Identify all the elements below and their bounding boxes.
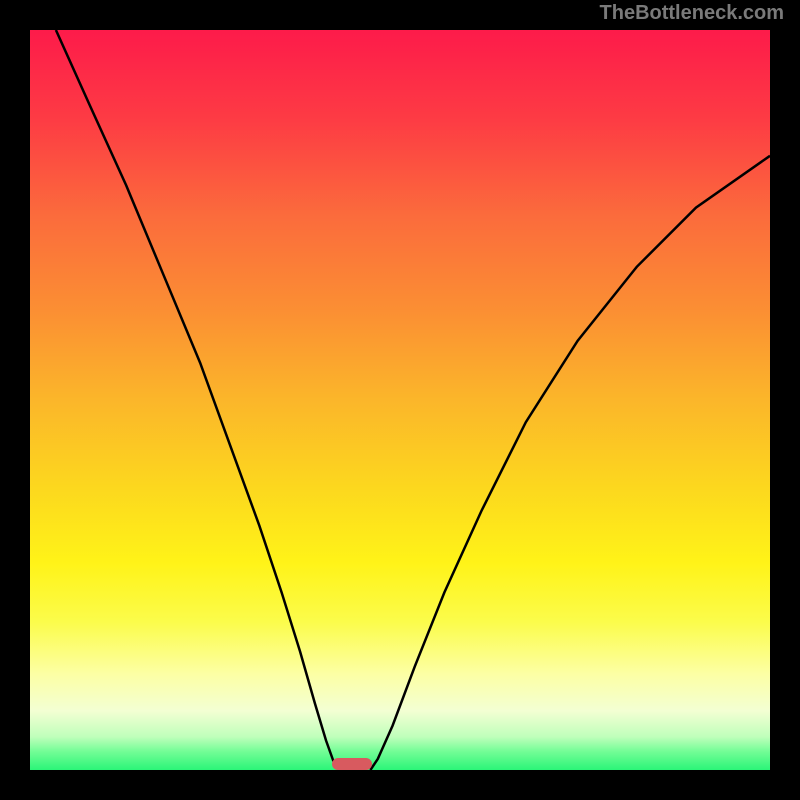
left-curve xyxy=(56,30,339,770)
bottleneck-curves xyxy=(30,30,770,770)
optimal-marker xyxy=(332,758,373,770)
watermark-text: TheBottleneck.com xyxy=(600,2,784,25)
plot-area xyxy=(30,30,770,770)
right-curve xyxy=(370,156,770,770)
